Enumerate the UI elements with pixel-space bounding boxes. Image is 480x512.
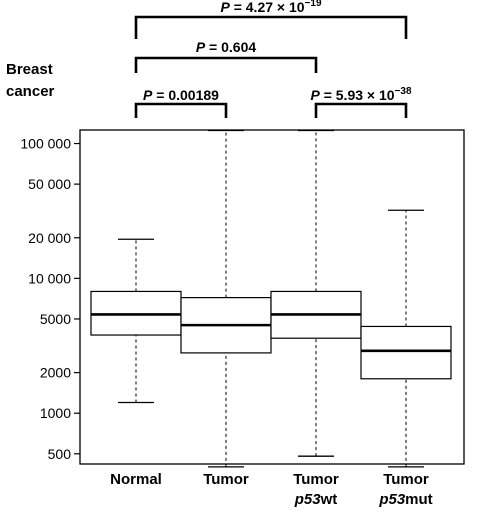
box-0 bbox=[90, 238, 182, 404]
y-axis: 500 1000 2000 5000 10 000 20 000 50 000 100 000 bbox=[20, 136, 80, 462]
bracket-3-line bbox=[134, 15, 408, 39]
chart-title: Breast cancer bbox=[6, 61, 55, 100]
plot-frame bbox=[79, 129, 465, 465]
x-label-2: Tumor bbox=[293, 471, 339, 488]
y-tick-label-4: 10 000 bbox=[28, 270, 71, 286]
p-value-label-1: P = 5.93 × 10−38 bbox=[310, 86, 411, 103]
bracket-1: P = 5.93 × 10−38 bbox=[310, 86, 412, 118]
y-tick-label-1: 1000 bbox=[40, 405, 71, 421]
bracket-3: P = 4.27 × 10−19 bbox=[134, 0, 408, 39]
x-label-2-line2: p53wt bbox=[294, 491, 338, 508]
y-tick-label-0: 500 bbox=[48, 446, 72, 462]
x-axis: Normal Tumor Tumor p53wt Tumor p53mut bbox=[110, 471, 433, 508]
box-2 bbox=[270, 129, 362, 457]
significance-brackets: P = 0.00189 P = 5.93 × 10−38 P = 0.604 P = … bbox=[134, 0, 412, 118]
boxes-layer bbox=[90, 129, 452, 468]
title-line-1: Breast bbox=[6, 61, 53, 78]
title-line-2: cancer bbox=[6, 83, 55, 100]
p-value-label-2: P = 0.604 bbox=[196, 39, 257, 55]
bracket-2-line bbox=[134, 56, 318, 73]
bracket-1-line bbox=[314, 102, 408, 118]
box-3-iqr bbox=[360, 325, 452, 380]
bracket-2: P = 0.604 bbox=[134, 39, 318, 73]
y-tick-label-7: 100 000 bbox=[20, 136, 71, 152]
x-label-1: Tumor bbox=[203, 471, 249, 488]
y-tick-label-2: 2000 bbox=[40, 365, 71, 381]
p-value-label-3: P = 4.27 × 10−19 bbox=[220, 0, 321, 15]
box-3 bbox=[360, 209, 452, 468]
box-1 bbox=[180, 129, 272, 468]
x-label-0: Normal bbox=[110, 471, 162, 488]
y-tick-label-5: 20 000 bbox=[28, 230, 71, 246]
bracket-0-line bbox=[134, 102, 228, 118]
x-label-3-line2: p53mut bbox=[378, 491, 432, 508]
y-tick-label-6: 50 000 bbox=[28, 176, 71, 192]
y-tick-label-3: 5000 bbox=[40, 311, 71, 327]
p-value-label-0: P = 0.00189 bbox=[143, 87, 219, 103]
x-label-3: Tumor bbox=[383, 471, 429, 488]
bracket-0: P = 0.00189 bbox=[134, 87, 228, 118]
